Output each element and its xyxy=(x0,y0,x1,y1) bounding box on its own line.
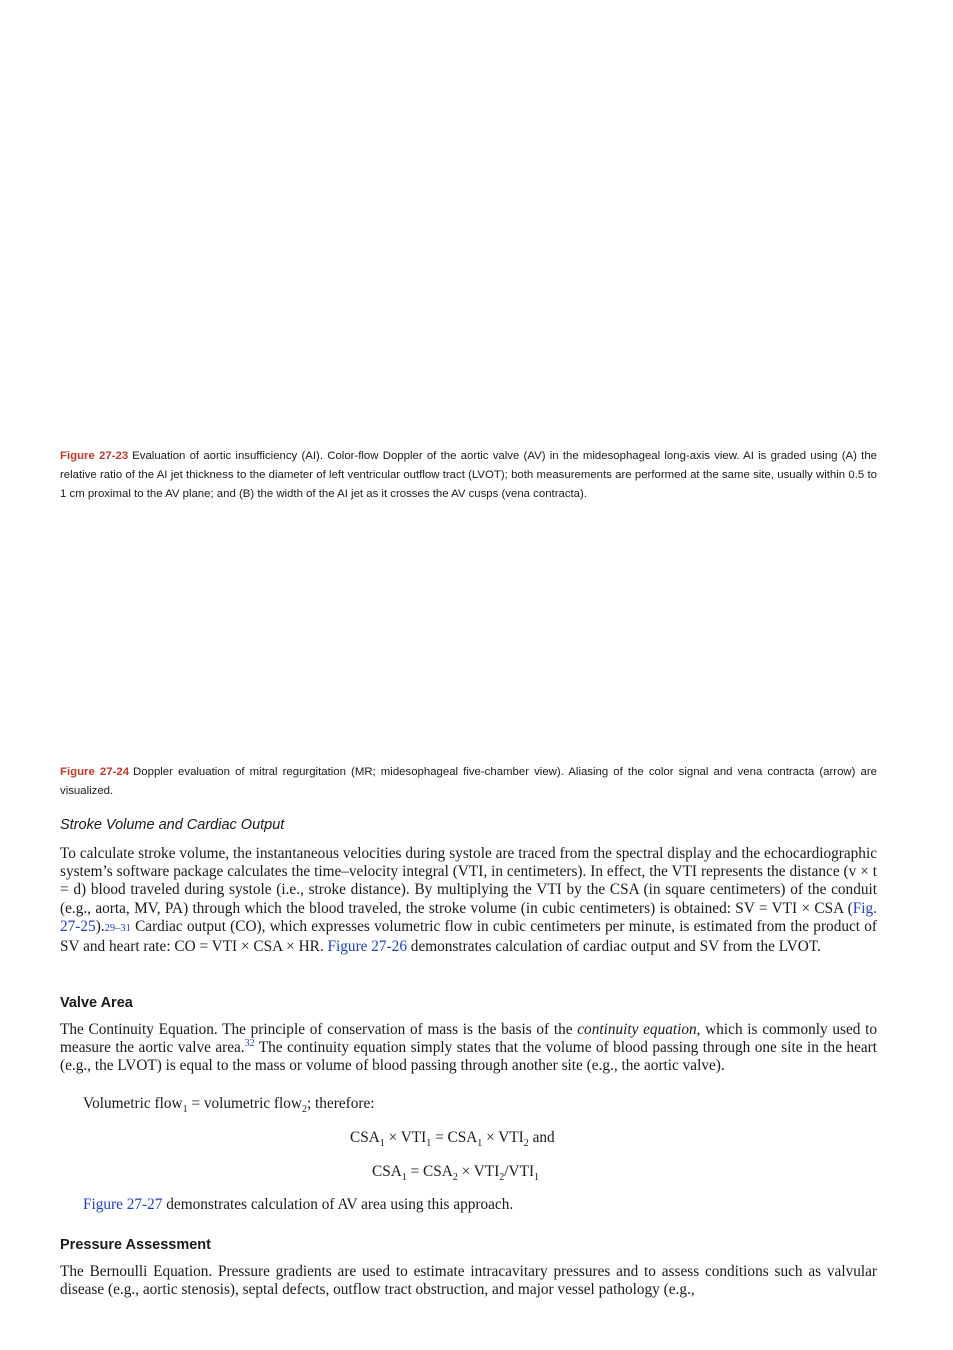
subscript: 1 xyxy=(182,1104,188,1116)
text: Pressure gradients are used to estimate … xyxy=(60,1263,877,1299)
text: /VTI xyxy=(504,1163,535,1180)
emphasis: continuity equation xyxy=(577,1021,697,1038)
volumetric-flow-line: Volumetric flow1 = volumetric flow2; the… xyxy=(83,1095,375,1116)
text: CSA xyxy=(350,1129,380,1146)
text: , which is commonly used to measure the … xyxy=(60,1021,877,1057)
text: demonstrates calculation of AV area usin… xyxy=(162,1196,514,1213)
subscript: 2 xyxy=(499,1172,505,1184)
subscript: 2 xyxy=(452,1172,458,1184)
text: Cardiac output (CO), which expresses vol… xyxy=(60,917,877,956)
caption-text: Evaluation of aortic insufficiency (AI).… xyxy=(60,450,877,500)
text: = CSA xyxy=(406,1163,453,1180)
text: × VTI xyxy=(482,1129,524,1146)
figure-link[interactable]: Figure 27-27 xyxy=(83,1196,163,1213)
text: CSA xyxy=(372,1163,402,1180)
text: Volumetric flow xyxy=(83,1095,183,1112)
equation-2: CSA1 = CSA2 × VTI2/VTI1 xyxy=(372,1163,540,1184)
caption-text: Doppler evaluation of mitral regurgitati… xyxy=(60,766,877,797)
subscript: 1 xyxy=(379,1138,385,1150)
text: = CSA xyxy=(431,1129,478,1146)
figure-caption-27-23: Figure 27-23 Evaluation of aortic insuffi… xyxy=(60,447,877,504)
reference-link[interactable]: 32 xyxy=(244,1038,255,1050)
heading-valve-area: Valve Area xyxy=(60,995,133,1011)
paragraph-stroke-volume: To calculate stroke volume, the instanta… xyxy=(60,845,877,956)
text: The continuity equation simply states th… xyxy=(60,1039,877,1075)
text: ). xyxy=(95,917,105,935)
text: To calculate stroke volume, the instanta… xyxy=(60,845,877,917)
subscript: 2 xyxy=(523,1138,529,1150)
figure-link[interactable]: Fig. 27-25 xyxy=(60,899,877,935)
figure-caption-27-24: Figure 27-24 Doppler evaluation of mitral… xyxy=(60,763,877,801)
subscript: 2 xyxy=(301,1104,307,1116)
paragraph-bernoulli: The Bernoulli Equation. Pressure gradien… xyxy=(60,1263,877,1299)
text: and xyxy=(528,1129,555,1146)
heading-pressure-assessment: Pressure Assessment xyxy=(60,1237,211,1253)
heading-stroke-volume: Stroke Volume and Cardiac Output xyxy=(60,817,285,833)
text: demonstrates calculation of cardiac outp… xyxy=(406,938,821,956)
lead-term: The Bernoulli Equation. xyxy=(60,1263,213,1280)
subscript: 1 xyxy=(401,1172,407,1184)
subscript: 1 xyxy=(477,1138,483,1150)
paragraph-continuity: The Continuity Equation. The principle o… xyxy=(60,1021,877,1076)
lead-term: The Continuity Equation. xyxy=(60,1021,218,1038)
figure-link[interactable]: Figure 27-26 xyxy=(327,938,407,956)
figure-label: Figure 27-24 xyxy=(60,766,130,778)
text: × VTI xyxy=(384,1129,427,1146)
subscript: 1 xyxy=(426,1138,432,1150)
text: = volumetric flow xyxy=(187,1095,302,1112)
figure-label: Figure 27-23 xyxy=(60,450,129,462)
text: × VTI xyxy=(457,1163,500,1180)
citation-link[interactable]: 29–31 xyxy=(104,922,131,934)
figure-27-27-line: Figure 27-27 demonstrates calculation of… xyxy=(83,1196,513,1214)
equation-1: CSA1 × VTI1 = CSA1 × VTI2 and xyxy=(350,1129,555,1150)
text: The principle of conservation of mass is… xyxy=(217,1021,578,1038)
subscript: 1 xyxy=(534,1172,540,1184)
text: ; therefore: xyxy=(306,1095,375,1112)
